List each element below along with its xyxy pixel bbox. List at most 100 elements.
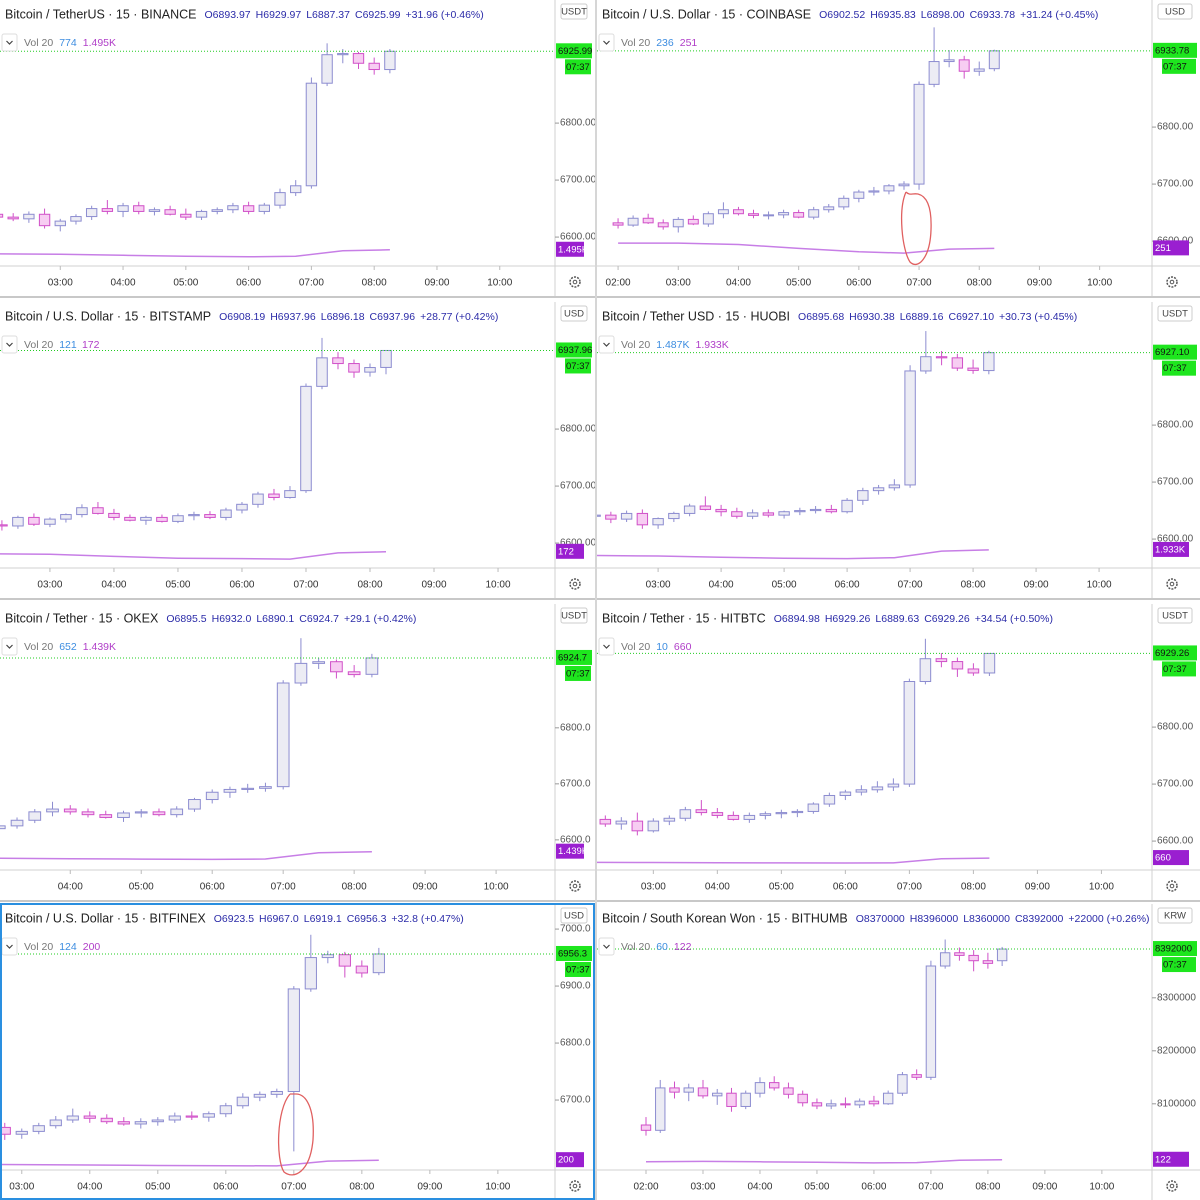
last-price-label: 6929.26	[1155, 648, 1189, 659]
candle-body	[252, 493, 264, 505]
candle-body	[337, 53, 349, 56]
countdown-label: 07:37	[566, 361, 590, 372]
ohlc-value: C6933.78	[970, 9, 1016, 21]
y-tick-label: 8100000	[1157, 1098, 1196, 1109]
x-tick-label: 03:00	[641, 882, 666, 893]
candle-body	[597, 514, 601, 517]
y-tick-label: 6800.0	[560, 722, 591, 733]
candle-body	[380, 349, 392, 368]
symbol-title: Bitcoin / Tether USD · 15 · HUOBI	[602, 309, 790, 323]
candle-body	[284, 490, 296, 498]
candle-body	[897, 1074, 908, 1094]
candle-body	[0, 524, 8, 527]
candle-body	[241, 787, 255, 790]
last-price-label: 6927.10	[1155, 347, 1189, 358]
candle-body	[164, 209, 176, 215]
x-tick-label: 03:00	[37, 580, 62, 591]
ohlc-value: O6894.98	[774, 613, 820, 625]
candle-body	[712, 1092, 723, 1097]
unit-box	[560, 607, 588, 624]
plot-area	[597, 331, 995, 560]
x-tick-label: 08:00	[342, 882, 367, 893]
volume-label: 122	[1155, 1154, 1171, 1165]
candle-body	[70, 216, 82, 222]
volume-toggle-chevron	[603, 944, 610, 949]
candle-body	[778, 511, 790, 516]
x-tick-label: 04:00	[58, 882, 83, 893]
volume-legend-item: Vol 20	[621, 339, 650, 351]
ohlc-value: H6935.83	[870, 9, 916, 21]
last-price-box	[1153, 645, 1197, 661]
candle-body	[620, 512, 633, 520]
last-price-box	[1153, 941, 1197, 957]
candle-body	[732, 209, 744, 215]
plot-area	[0, 337, 392, 560]
candle-body	[220, 509, 232, 518]
volume-toggle	[598, 33, 615, 52]
ohlc-value: O6893.97	[205, 9, 251, 21]
last-price-label: 8392000	[1155, 944, 1192, 955]
candle-body	[911, 1074, 922, 1078]
volume-legend-item: Vol 20	[24, 339, 53, 351]
candle-body	[236, 1096, 249, 1107]
candle-body	[988, 50, 1000, 70]
plot-area	[612, 27, 1000, 254]
candle-body	[338, 954, 351, 967]
x-tick-label: 04:00	[747, 1182, 772, 1193]
candle-body	[365, 657, 379, 675]
volume-label: 251	[1155, 243, 1171, 254]
candle-body	[697, 1087, 709, 1097]
candle-body	[148, 209, 161, 212]
x-tick-label: 05:00	[145, 1182, 170, 1193]
ohlc-value: O6908.19	[219, 311, 265, 323]
candle-body	[258, 204, 270, 212]
ohlc-values: O8370000 H8396000 L8360000 C8392000 +22000 (…	[856, 913, 1150, 925]
x-tick-label: 10:00	[1087, 580, 1112, 591]
candle-body	[10, 819, 24, 827]
volume-box	[556, 543, 584, 559]
volume-ma-line	[0, 1159, 379, 1167]
candle-body	[791, 810, 804, 814]
ohlc-value: C6937.96	[370, 311, 416, 323]
candle-body	[23, 213, 35, 220]
candle-body	[928, 61, 940, 85]
candle-body	[647, 820, 660, 832]
candle-body	[982, 960, 994, 964]
candle-body	[857, 490, 869, 501]
candle-body	[134, 1121, 147, 1125]
candle-body	[60, 514, 72, 520]
volume-box	[1153, 541, 1189, 557]
settings-gear-center	[572, 581, 578, 587]
candle-body	[100, 1117, 113, 1123]
ohlc-value: L8360000	[963, 913, 1010, 925]
unit-box	[1157, 607, 1193, 624]
candle-body	[151, 1119, 164, 1123]
candle-body	[12, 516, 24, 527]
ohlc-values: O6893.97 H6929.97 L6887.37 C6925.99 +31.96 (…	[205, 9, 484, 21]
candle-body	[28, 516, 40, 525]
candle-body	[868, 1100, 880, 1105]
candle-body	[134, 811, 148, 814]
x-tick-label: 10:00	[1089, 882, 1114, 893]
y-tick-label: 6700.00	[560, 175, 597, 186]
candle-body	[871, 786, 884, 791]
countdown-box	[1162, 661, 1196, 677]
plot-area	[0, 934, 385, 1167]
x-tick-label: 06:00	[200, 882, 225, 893]
price-unit: USDT	[561, 7, 587, 18]
candle-body	[15, 1130, 28, 1135]
candle-body	[793, 212, 805, 218]
ohlc-value: L6887.37	[306, 9, 350, 21]
ohlc-value: L6889.63	[875, 613, 919, 625]
x-tick-label: 04:00	[705, 882, 730, 893]
volume-toggle	[1, 937, 18, 956]
x-tick-label: 04:00	[101, 580, 126, 591]
y-tick-label: 7000.0	[560, 924, 591, 935]
volume-legend-item: Vol 20	[621, 641, 650, 653]
volume-legend-item: 1.933K	[695, 339, 728, 351]
x-tick-label: 02:00	[633, 1182, 658, 1193]
ohlc-value: +22000 (+0.26%)	[1068, 913, 1149, 925]
candle-body	[763, 214, 775, 217]
volume-legend-item: Vol 20	[621, 37, 650, 49]
x-tick-label: 06:00	[213, 1182, 238, 1193]
